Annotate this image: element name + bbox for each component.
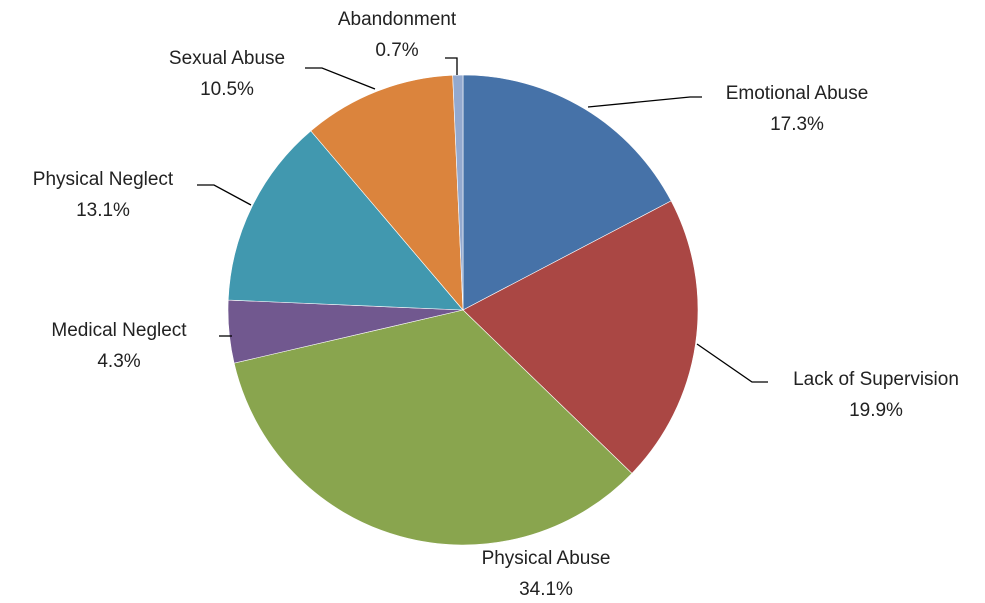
slice-category-label: Medical Neglect [51,320,187,341]
slice-category-label: Physical Abuse [482,548,611,569]
pie-slices [228,75,698,545]
leader-line-abandonment [445,58,457,75]
slice-percent-label: 17.3% [770,114,824,135]
slice-category-label: Physical Neglect [33,169,174,190]
slice-percent-label: 34.1% [519,579,573,600]
slice-percent-label: 13.1% [76,200,130,221]
slice-percent-label: 19.9% [849,400,903,421]
label-sexual-abuse: Sexual Abuse 10.5% [169,48,285,100]
leader-line-lack-of-supervision [697,344,768,382]
slice-percent-label: 4.3% [97,351,140,372]
leader-line-physical-neglect [197,185,251,205]
label-medical-neglect: Medical Neglect 4.3% [51,320,187,372]
slice-category-label: Sexual Abuse [169,48,285,69]
slice-category-label: Lack of Supervision [793,369,959,390]
leader-line-emotional-abuse [588,97,702,107]
slice-percent-label: 0.7% [375,40,418,61]
label-physical-neglect: Physical Neglect 13.1% [33,169,174,221]
label-emotional-abuse: Emotional Abuse 17.3% [726,83,869,135]
leader-line-sexual-abuse [305,68,375,89]
slice-category-label: Emotional Abuse [726,83,869,104]
label-physical-abuse: Physical Abuse 34.1% [482,548,611,600]
slice-category-label: Abandonment [338,9,457,30]
label-lack-of-supervision: Lack of Supervision 19.9% [793,369,959,421]
slice-percent-label: 10.5% [200,79,254,100]
label-abandonment: Abandonment 0.7% [338,9,457,61]
